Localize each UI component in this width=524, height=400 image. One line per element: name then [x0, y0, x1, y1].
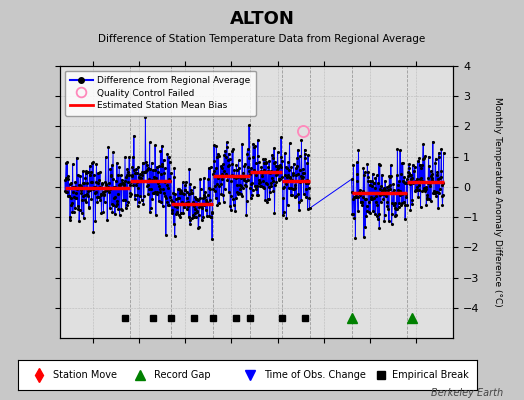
Text: Difference of Station Temperature Data from Regional Average: Difference of Station Temperature Data f…: [99, 34, 425, 44]
Text: ALTON: ALTON: [230, 10, 294, 28]
Text: Record Gap: Record Gap: [154, 370, 210, 380]
Text: Station Move: Station Move: [53, 370, 117, 380]
Text: Time of Obs. Change: Time of Obs. Change: [264, 370, 366, 380]
Text: 1920: 1920: [217, 362, 245, 372]
Text: 1900: 1900: [125, 362, 153, 372]
Text: 1930: 1930: [264, 362, 292, 372]
Legend: Difference from Regional Average, Quality Control Failed, Estimated Station Mean: Difference from Regional Average, Qualit…: [65, 70, 256, 116]
Text: 1910: 1910: [171, 362, 199, 372]
Text: 1960: 1960: [402, 362, 430, 372]
Text: Empirical Break: Empirical Break: [392, 370, 469, 380]
Text: Berkeley Earth: Berkeley Earth: [431, 388, 503, 398]
Text: 1890: 1890: [79, 362, 107, 372]
Y-axis label: Monthly Temperature Anomaly Difference (°C): Monthly Temperature Anomaly Difference (…: [494, 97, 503, 307]
Text: 1950: 1950: [356, 362, 384, 372]
Text: 1940: 1940: [310, 362, 338, 372]
